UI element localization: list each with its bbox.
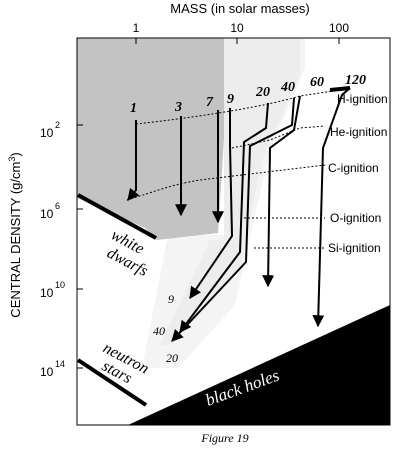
h-ignition-label: H-ignition	[337, 92, 388, 106]
light-gray-region	[160, 38, 300, 345]
mass-label: 3	[174, 100, 182, 115]
left-tick-1e6: 10 6	[40, 201, 60, 221]
tick-marks	[77, 38, 340, 369]
h-ignition-curve	[135, 89, 341, 125]
black-holes-region	[128, 305, 390, 425]
left-tick-base: 10	[40, 126, 54, 140]
left-tick-exp: 2	[55, 120, 60, 130]
neutron-star-boundary	[76, 358, 148, 407]
track-9	[189, 108, 234, 299]
left-axis-label-close: )	[8, 152, 23, 156]
top-axis-label: MASS (in solar masses)	[170, 1, 309, 16]
end-label: 20	[166, 351, 178, 365]
c-ignition-label: C-ignition	[328, 161, 379, 175]
left-tick-base: 10	[40, 365, 54, 379]
top-tick-label: 1	[133, 21, 140, 35]
track-120-top	[329, 86, 351, 92]
mass-labels: 1 3 7 9 20 40 60 120	[130, 73, 366, 116]
track-120	[312, 87, 351, 328]
mass-label: 7	[206, 95, 214, 110]
mass-label: 20	[255, 85, 270, 100]
white-dwarf-boundary	[77, 193, 157, 240]
track-40-end	[179, 102, 269, 333]
figure-caption: Figure 19	[200, 431, 248, 445]
left-tick-exp: 14	[55, 359, 65, 369]
dark-gray-region	[77, 38, 224, 240]
left-tick-1e2: 10 2	[40, 120, 60, 140]
ignition-curves	[126, 89, 341, 249]
end-label: 40	[153, 324, 165, 338]
end-labels: 9 40 20	[153, 292, 178, 365]
mass-label: 40	[280, 80, 295, 95]
mass-label: 1	[130, 101, 137, 116]
top-tick-label: 10	[230, 21, 244, 35]
left-tick-1e10: 10 10	[40, 280, 65, 300]
left-tick-base: 10	[40, 207, 54, 221]
plot-frame	[76, 37, 391, 426]
top-tick-label: 100	[329, 21, 349, 35]
left-tick-exp: 6	[55, 201, 60, 211]
mass-label: 9	[227, 92, 234, 107]
left-axis-label: CENTRAL DENSITY (g/cm3)	[7, 152, 23, 317]
track-60	[262, 95, 301, 288]
left-tick-base: 10	[40, 286, 54, 300]
left-axis-label-text: CENTRAL DENSITY (g/cm	[8, 162, 23, 318]
plot-area	[76, 37, 391, 426]
track-20-end	[171, 97, 295, 342]
he-ignition-label: He-ignition	[330, 125, 387, 139]
left-tick-1e14: 10 14	[40, 359, 65, 379]
end-label: 9	[168, 292, 174, 306]
left-tick-exp: 10	[55, 280, 65, 290]
evolution-tracks	[127, 87, 351, 342]
si-ignition-label: Si-ignition	[328, 241, 381, 255]
track-1	[127, 120, 140, 201]
o-ignition-label: O-ignition	[330, 211, 381, 225]
mass-label: 60	[310, 75, 324, 90]
mass-label: 120	[345, 73, 366, 88]
left-axis-label-superscript: 3	[7, 157, 17, 162]
